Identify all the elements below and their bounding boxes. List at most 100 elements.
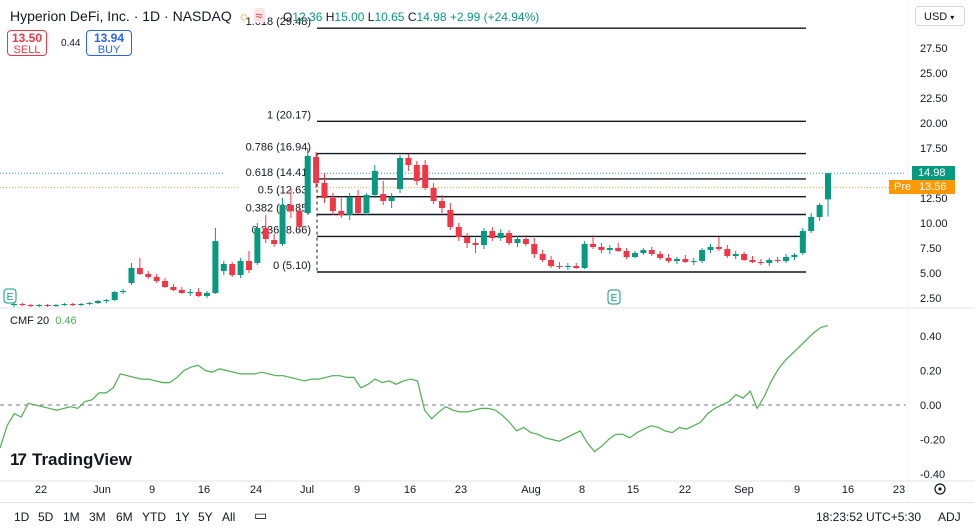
- settings-gear-icon: [934, 483, 946, 495]
- x-tick-label: 24: [250, 484, 262, 496]
- candle-body: [732, 254, 739, 256]
- close-label: C: [407, 10, 417, 24]
- cmf-tick-label: 0.00: [920, 400, 941, 412]
- candle-body: [262, 228, 269, 239]
- candle-body: [153, 277, 160, 281]
- x-tick-label: 22: [35, 484, 47, 496]
- tradingview-wordmark: TradingView: [32, 450, 132, 469]
- x-tick-label: 9: [149, 484, 155, 496]
- bottom-toolbar: 1D 5D 1M 3M 6M YTD 1Y 5Y All ▭ 18:23:52 …: [0, 502, 975, 528]
- adj-toggle[interactable]: ADJ: [938, 510, 961, 524]
- candle-body: [623, 251, 630, 257]
- low-label: L: [367, 10, 375, 24]
- candle-body: [380, 194, 387, 201]
- buy-price: 13.94: [93, 31, 125, 45]
- timeframe-5y[interactable]: 5Y: [198, 510, 213, 524]
- timeframe-5d[interactable]: 5D: [38, 510, 54, 524]
- timeframe-3m[interactable]: 3M: [89, 510, 106, 524]
- fib-label-bg: [225, 166, 315, 179]
- price-tick-label: 17.50: [920, 143, 948, 155]
- candle-body: [78, 304, 85, 305]
- cmf-tick-label: -0.20: [920, 435, 945, 447]
- candle-body: [397, 158, 404, 189]
- x-tick-label: 16: [198, 484, 210, 496]
- cmf-line: [0, 325, 829, 453]
- candle-body: [590, 244, 597, 247]
- pre-label: Pre: [894, 181, 912, 193]
- fib-level-label: 0.618 (14.41): [246, 167, 311, 179]
- x-tick-label: Jul: [300, 484, 314, 496]
- candle-body: [799, 231, 806, 253]
- candle-body: [548, 260, 555, 266]
- open-value: 12.36: [292, 10, 323, 24]
- candle-body: [304, 156, 311, 213]
- candle-body: [321, 183, 328, 198]
- candle-body: [631, 253, 638, 257]
- candle-body: [573, 266, 580, 268]
- event-marker-label: E: [7, 292, 14, 303]
- candle-body: [673, 259, 680, 261]
- symbol-title[interactable]: Hyperion DeFi, Inc. · 1D · NASDAQ: [10, 8, 232, 24]
- clock-time[interactable]: 18:23:52 UTC+5:30: [816, 510, 922, 524]
- settings-gear-center: [938, 487, 942, 491]
- candle-body: [11, 304, 17, 305]
- buy-button[interactable]: 13.94 BUY: [86, 30, 132, 56]
- candle-body: [413, 165, 420, 181]
- timeframe-1m[interactable]: 1M: [63, 510, 80, 524]
- price-tick-label: 27.50: [920, 43, 948, 55]
- close-value: 14.98: [416, 10, 447, 24]
- candle-body: [808, 217, 815, 231]
- candle-body: [170, 287, 177, 290]
- price-tick-label: 2.50: [920, 293, 941, 305]
- candle-body: [338, 211, 345, 215]
- candle-body: [531, 244, 538, 254]
- candle-body: [657, 254, 664, 258]
- pre-value: 13.56: [919, 181, 947, 193]
- tradingview-logo[interactable]: 17 TradingView: [10, 450, 132, 470]
- candle-body: [489, 231, 496, 238]
- candle-body: [438, 201, 445, 208]
- candle-body: [61, 304, 68, 305]
- candle-body: [346, 197, 353, 215]
- symbol-icons: ☼ ≈: [238, 8, 265, 23]
- timeframe-all[interactable]: All: [222, 510, 236, 524]
- candle-body: [86, 303, 93, 304]
- fib-label-bg: [237, 184, 315, 197]
- x-tick-label: 22: [679, 484, 691, 496]
- candle-body: [27, 305, 34, 306]
- candle-body: [783, 257, 790, 261]
- candle-body: [388, 197, 395, 201]
- buy-label: BUY: [97, 44, 121, 56]
- candle-body: [128, 268, 135, 283]
- candle-body: [581, 244, 588, 268]
- candle-body: [497, 233, 504, 238]
- chevron-down-icon: ▾: [950, 13, 955, 22]
- cmf-legend[interactable]: CMF 20 0.46: [10, 315, 77, 327]
- x-tick-label: Aug: [521, 484, 541, 496]
- x-tick-label: 23: [893, 484, 905, 496]
- candle-body: [707, 247, 714, 250]
- candle-body: [136, 268, 143, 274]
- candle-body: [816, 205, 823, 217]
- timeframe-1d[interactable]: 1D: [14, 510, 30, 524]
- candle-body: [111, 292, 118, 300]
- candle-body: [606, 248, 613, 250]
- spread-value: 0.44: [61, 38, 81, 49]
- x-tick-label: Jun: [93, 484, 111, 496]
- candle-body: [103, 300, 110, 301]
- sell-button[interactable]: 13.50 SELL: [7, 30, 47, 56]
- wave-icon: ≈: [253, 8, 265, 23]
- timeframe-ytd[interactable]: YTD: [142, 510, 166, 524]
- price-tick-label: 5.00: [920, 268, 941, 280]
- fib-label-bg: [225, 141, 315, 154]
- price-tick-label: 7.50: [920, 243, 941, 255]
- candle-body: [539, 254, 546, 260]
- fib-level-label: 0.786 (16.94): [246, 142, 311, 154]
- timeframe-6m[interactable]: 6M: [116, 510, 133, 524]
- calendar-range-icon[interactable]: ▭: [254, 507, 268, 523]
- candle-body: [741, 254, 748, 260]
- timeframe-1y[interactable]: 1Y: [175, 510, 190, 524]
- currency-select[interactable]: USD ▾: [915, 6, 965, 26]
- candle-body: [195, 292, 202, 296]
